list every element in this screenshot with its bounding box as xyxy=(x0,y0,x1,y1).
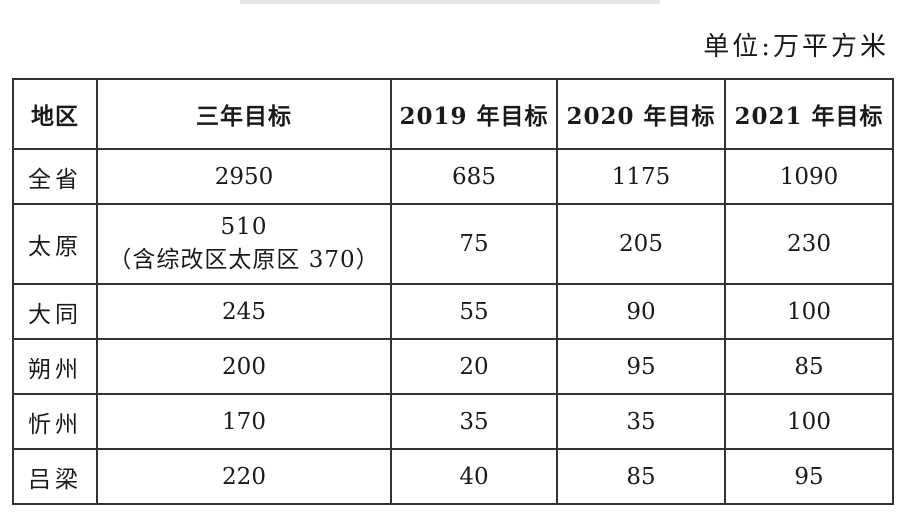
target-table: 地区 三年目标 2019 年目标 2020 年目标 2021 年目标 全省 29… xyxy=(12,78,894,505)
header-region: 地区 xyxy=(12,78,98,150)
table-row: 吕梁 220 40 85 95 xyxy=(12,448,894,505)
three-year-value: 510 xyxy=(220,214,268,240)
table-row: 全省 2950 685 1175 1090 xyxy=(12,148,894,205)
region-cell: 全省 xyxy=(12,148,98,205)
y2020-cell: 95 xyxy=(556,338,726,395)
header-2020: 2020 年目标 xyxy=(556,78,726,150)
table-row: 大同 245 55 90 100 xyxy=(12,283,894,340)
region-cell: 吕梁 xyxy=(12,448,98,505)
y2019-cell: 40 xyxy=(390,448,558,505)
table-header-row: 地区 三年目标 2019 年目标 2020 年目标 2021 年目标 xyxy=(12,78,894,150)
three-year-cell: 2950 xyxy=(96,148,392,205)
y2019-cell: 75 xyxy=(390,203,558,285)
y2021-cell: 95 xyxy=(724,448,894,505)
y2021-cell: 230 xyxy=(724,203,894,285)
region-cell: 忻州 xyxy=(12,393,98,450)
y2020-cell: 205 xyxy=(556,203,726,285)
y2021-cell: 1090 xyxy=(724,148,894,205)
unit-label: 单位:万平方米 xyxy=(703,32,889,62)
y2021-cell: 100 xyxy=(724,393,894,450)
y2020-cell: 1175 xyxy=(556,148,726,205)
y2019-cell: 35 xyxy=(390,393,558,450)
table-row: 朔州 200 20 95 85 xyxy=(12,338,894,395)
header-three-year: 三年目标 xyxy=(96,78,392,150)
y2021-cell: 100 xyxy=(724,283,894,340)
three-year-cell: 510 （含综改区太原区 370） xyxy=(96,203,392,285)
three-year-cell: 170 xyxy=(96,393,392,450)
y2020-cell: 90 xyxy=(556,283,726,340)
three-year-cell: 220 xyxy=(96,448,392,505)
three-year-cell: 245 xyxy=(96,283,392,340)
header-2021: 2021 年目标 xyxy=(724,78,894,150)
y2019-cell: 55 xyxy=(390,283,558,340)
three-year-cell: 200 xyxy=(96,338,392,395)
cropped-title-strip xyxy=(240,0,660,4)
region-cell: 朔州 xyxy=(12,338,98,395)
header-2019: 2019 年目标 xyxy=(390,78,558,150)
y2020-cell: 35 xyxy=(556,393,726,450)
table-row: 太原 510 （含综改区太原区 370） 75 205 230 xyxy=(12,203,894,285)
y2021-cell: 85 xyxy=(724,338,894,395)
table-row: 忻州 170 35 35 100 xyxy=(12,393,894,450)
y2019-cell: 685 xyxy=(390,148,558,205)
region-cell: 大同 xyxy=(12,283,98,340)
three-year-note: （含综改区太原区 370） xyxy=(108,247,380,273)
y2020-cell: 85 xyxy=(556,448,726,505)
y2019-cell: 20 xyxy=(390,338,558,395)
region-cell: 太原 xyxy=(12,203,98,285)
